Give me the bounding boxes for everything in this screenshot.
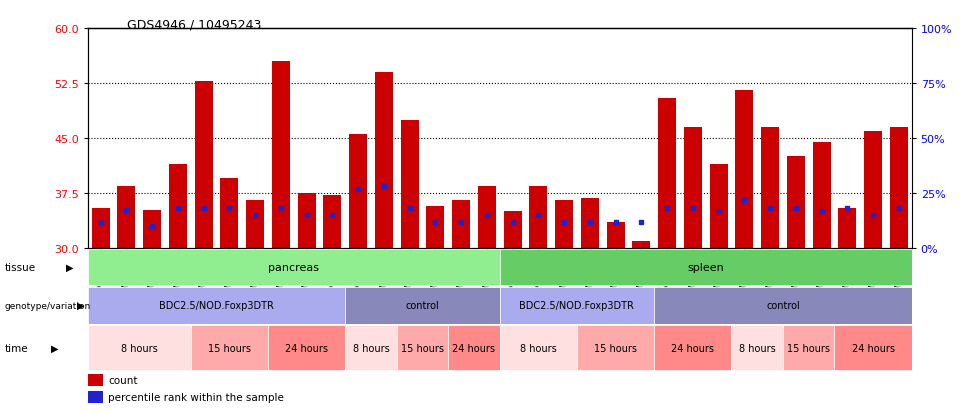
Text: ▶: ▶ [77,301,85,311]
Text: 8 hours: 8 hours [739,343,775,353]
Bar [710,164,727,249]
Bar [117,186,136,249]
Bar [272,62,290,249]
Bar [297,194,316,249]
Text: tissue: tissue [5,263,36,273]
Text: GDS4946 / 10495243: GDS4946 / 10495243 [127,19,261,31]
Text: ▶: ▶ [51,343,58,353]
Bar [654,287,912,324]
Bar [349,135,368,249]
Bar [345,287,499,324]
Bar [88,287,345,324]
Bar [88,391,102,403]
Text: time: time [5,343,28,353]
Text: control: control [766,301,800,311]
Bar [499,287,654,324]
Text: control: control [406,301,440,311]
Bar [503,212,522,249]
Bar [88,325,191,370]
Bar [195,82,213,249]
Bar [220,179,238,249]
Bar [499,325,577,370]
Bar [529,186,547,249]
Bar [426,206,445,249]
Text: ▶: ▶ [66,263,74,273]
Bar [324,196,341,249]
Bar [191,325,268,370]
Bar [268,325,345,370]
Text: spleen: spleen [687,263,724,273]
Bar [812,142,831,249]
Bar [683,128,702,249]
Text: percentile rank within the sample: percentile rank within the sample [108,392,285,402]
Bar [835,325,912,370]
Bar [731,325,783,370]
Text: 8 hours: 8 hours [520,343,557,353]
Text: 15 hours: 15 hours [401,343,444,353]
Bar [606,223,625,249]
Bar [397,325,449,370]
Text: 24 hours: 24 hours [851,343,894,353]
Bar [452,201,470,249]
Bar [581,199,599,249]
Text: BDC2.5/NOD.Foxp3DTR: BDC2.5/NOD.Foxp3DTR [159,301,274,311]
Bar [787,157,804,249]
Bar [92,208,109,249]
Bar [735,91,754,249]
Bar [345,325,397,370]
Bar [401,121,418,249]
Bar [654,325,731,370]
Text: 24 hours: 24 hours [671,343,715,353]
Bar [88,249,499,286]
Text: BDC2.5/NOD.Foxp3DTR: BDC2.5/NOD.Foxp3DTR [520,301,635,311]
Bar [864,131,882,249]
Text: 15 hours: 15 hours [787,343,830,353]
Text: 8 hours: 8 hours [121,343,158,353]
Text: count: count [108,375,137,385]
Text: 15 hours: 15 hours [208,343,251,353]
Bar [478,186,496,249]
Bar [577,325,654,370]
Text: 24 hours: 24 hours [452,343,495,353]
Bar [499,249,912,286]
Bar [632,241,650,249]
Text: 8 hours: 8 hours [353,343,389,353]
Bar [761,128,779,249]
Text: 24 hours: 24 hours [285,343,329,353]
Bar [555,201,573,249]
Bar [658,98,676,249]
Bar [783,325,835,370]
Text: pancreas: pancreas [268,263,319,273]
Bar [448,325,499,370]
Bar [88,374,102,386]
Text: 15 hours: 15 hours [594,343,637,353]
Bar [169,164,187,249]
Bar [143,211,161,249]
Text: genotype/variation: genotype/variation [5,301,91,310]
Bar [374,73,393,249]
Bar [246,201,264,249]
Bar [890,128,908,249]
Bar [838,208,856,249]
